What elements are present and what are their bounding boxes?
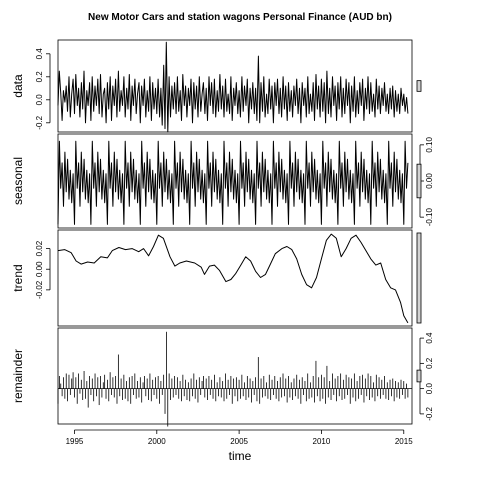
y-tick-label: 0.00 — [425, 173, 434, 189]
x-tick-label: 2000 — [148, 437, 166, 446]
x-axis-label: time — [229, 449, 252, 463]
panel-seasonal: -0.10 0.00 0.10 seasonal — [11, 133, 434, 229]
series-line-trend — [57, 233, 409, 324]
y-tick-label: 0.10 — [425, 137, 434, 153]
chart-title: New Motor Cars and station wagons Person… — [88, 12, 392, 23]
panel-frame-remainder — [57, 327, 413, 425]
range-bar-seasonal — [416, 163, 422, 199]
y-tick-label: 0.0 — [425, 383, 434, 395]
panel-frame-seasonal — [57, 133, 413, 229]
range-bar-data — [416, 80, 422, 92]
y-tick-label: -0.2 — [425, 406, 434, 420]
y-tick-label: 0.4 — [425, 332, 434, 344]
panels-group: -0.20.00.20.4data-0.100.000.10seasonal-0… — [11, 39, 434, 427]
range-bar-trend — [416, 232, 422, 324]
panel-frame-data — [57, 39, 413, 133]
x-tick-label: 2010 — [313, 437, 331, 446]
panel-label-remainder: remainder — [11, 349, 25, 403]
panel-trend: -0.02 0.00 0.02 trend — [11, 229, 422, 327]
panel-label-trend: trend — [11, 264, 25, 291]
panel-label-seasonal: seasonal — [11, 157, 25, 205]
panel-data: -0.2 0.0 0.2 0.4 data — [11, 39, 422, 133]
series-line-data — [57, 41, 409, 133]
y-tick-label: -0.02 — [35, 280, 44, 299]
series-line-seasonal — [57, 140, 409, 225]
x-tick-label: 2005 — [230, 437, 248, 446]
y-tick-label: -0.2 — [35, 115, 44, 129]
panel-remainder: -0.2 0.0 0.2 0.4 remainder — [11, 327, 434, 427]
x-tick-label: 1995 — [66, 437, 84, 446]
y-tick-label: 0.4 — [35, 48, 44, 60]
y-tick-label: 0.02 — [35, 240, 44, 256]
y-tick-label: 0.2 — [35, 71, 44, 83]
y-tick-label: 0.0 — [35, 94, 44, 106]
y-tick-label: 0.2 — [425, 357, 434, 369]
panel-label-data: data — [11, 74, 25, 98]
x-axis: 1995 2000 2005 2010 2015 — [66, 429, 413, 446]
y-tick-label: 0.00 — [35, 261, 44, 277]
range-bar-remainder — [416, 369, 422, 383]
x-tick-label: 2015 — [395, 437, 413, 446]
panel-frame-trend — [57, 229, 413, 327]
y-tick-label: -0.10 — [425, 207, 434, 226]
